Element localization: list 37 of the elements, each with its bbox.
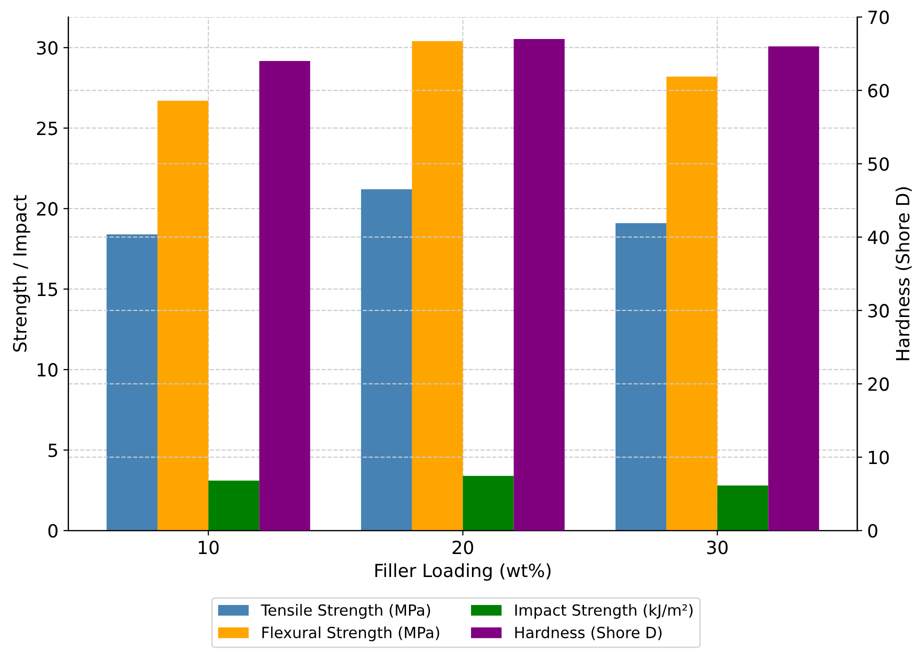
y2-tick-label: 40 bbox=[868, 230, 889, 244]
y-tick-label: 30 bbox=[37, 41, 58, 55]
legend-label: Hardness (Shore D) bbox=[515, 626, 662, 640]
x-tick-label: 30 bbox=[707, 540, 728, 554]
bar bbox=[412, 41, 463, 531]
x-tick-label: 10 bbox=[198, 540, 219, 554]
bar bbox=[616, 223, 666, 531]
y-axis-title: Strength / Impact bbox=[12, 195, 30, 352]
bar bbox=[157, 100, 208, 531]
bar bbox=[514, 39, 565, 531]
bar bbox=[666, 76, 718, 531]
bar bbox=[462, 476, 514, 531]
y-tick-label: 15 bbox=[38, 282, 58, 296]
y-tick-label: 20 bbox=[37, 202, 58, 216]
y-tick-label: 0 bbox=[48, 524, 58, 538]
x-axis-title: Filler Loading (wt%) bbox=[375, 563, 551, 581]
bar bbox=[259, 61, 310, 531]
y2-tick-label: 50 bbox=[868, 157, 889, 171]
y2-tick-label: 10 bbox=[868, 450, 889, 464]
legend-label: Flexural Strength (MPa) bbox=[262, 626, 440, 642]
bar bbox=[768, 46, 820, 531]
y2-tick-label: 30 bbox=[868, 304, 889, 318]
legend-label: Tensile Strength (MPa) bbox=[260, 604, 430, 619]
bar bbox=[106, 234, 158, 531]
legend-label: Impact Strength (kJ/m²) bbox=[515, 604, 693, 619]
y2-tick-label: 60 bbox=[868, 84, 889, 98]
y2-tick-label: 20 bbox=[868, 377, 889, 391]
y-tick-label: 5 bbox=[48, 444, 58, 458]
y2-tick-label: 0 bbox=[868, 524, 878, 538]
bar bbox=[361, 189, 412, 531]
bar bbox=[717, 485, 768, 531]
y2-axis-title: Hardness (Shore D) bbox=[896, 187, 912, 360]
bar bbox=[208, 480, 260, 531]
y-tick-label: 10 bbox=[38, 363, 58, 377]
y2-tick-label: 70 bbox=[868, 10, 889, 24]
y-tick-label: 25 bbox=[37, 122, 58, 136]
x-tick-label: 20 bbox=[452, 540, 474, 554]
